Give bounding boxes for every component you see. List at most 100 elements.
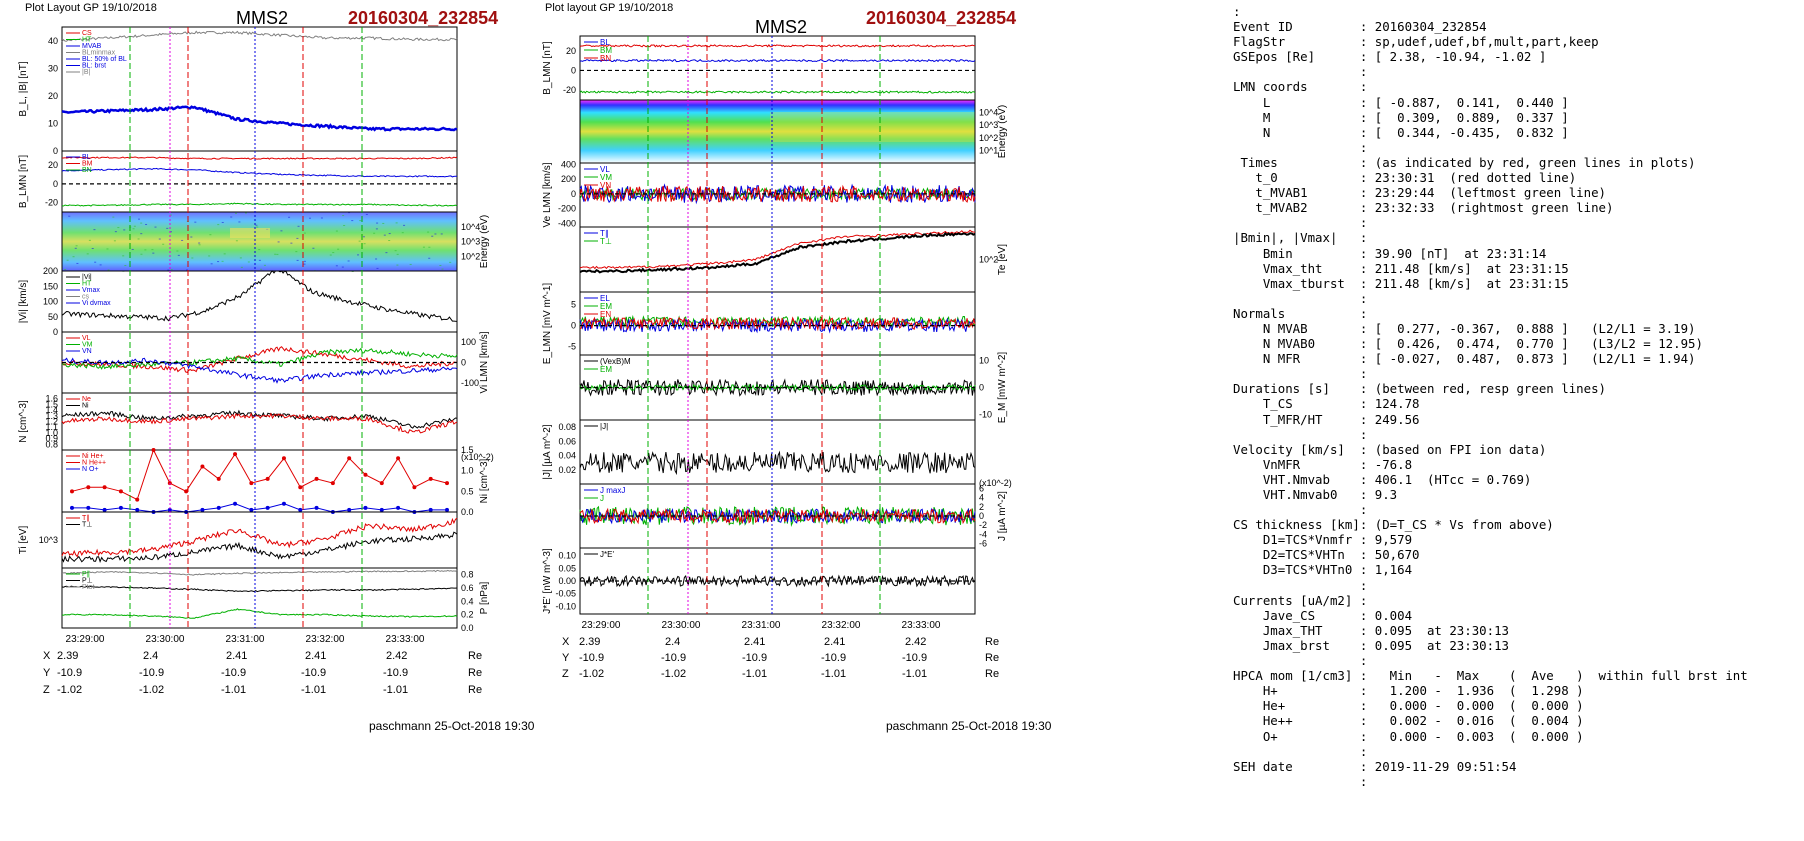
series-line-Ptot [61, 569, 458, 576]
coord-value: -10.9 [579, 652, 605, 664]
spectrogram-speck [376, 222, 379, 224]
spectrogram-speck [403, 224, 406, 226]
info-line: Event ID : 20160304_232854 [1233, 19, 1487, 35]
spectrogram-speck [208, 255, 211, 257]
panel-frame [61, 567, 458, 629]
legend-label: J [600, 494, 604, 503]
spectrogram-speck [137, 238, 140, 240]
spectrogram-speck [296, 237, 299, 239]
spectrogram-speck [122, 255, 125, 257]
spectrogram-speck [140, 222, 143, 224]
y-tick-label: -10 [979, 410, 992, 420]
legend-label: T⊥ [82, 522, 92, 529]
spectrogram-speck [258, 249, 261, 251]
y-tick-label: 400 [561, 159, 576, 169]
series-line-Ne [61, 412, 458, 434]
coord-label: Y [562, 652, 570, 664]
legend-label: EM [600, 365, 612, 374]
y-tick-label: 150 [43, 281, 58, 291]
y-tick-label: 10^3 [979, 120, 998, 130]
legend-label: BL [600, 38, 610, 47]
info-line: : [1233, 502, 1368, 518]
spectrogram-speck [209, 234, 212, 236]
series-line [579, 184, 976, 203]
right-panel-9 [579, 547, 976, 615]
panel-frame [61, 270, 458, 333]
legend-label: EL [600, 294, 610, 303]
left-x-row: X 2.39 2.4 2.41 2.41 2.42 Re [43, 650, 482, 662]
spectrogram-speck [169, 214, 172, 216]
legend-label: BL: brst [82, 63, 106, 70]
spectrogram-speck [191, 257, 194, 259]
info-line: t_MVAB2 : 23:32:33 (rightmost green line… [1233, 200, 1614, 216]
y-axis-label: Energy (eV) [997, 105, 1008, 158]
spectrogram-speck [198, 244, 201, 246]
coord-value: -1.01 [821, 668, 847, 680]
info-line: N MVAB0 : [ 0.426, 0.474, 0.770 ] (L3/L2… [1233, 336, 1703, 352]
left-panel-1 [61, 26, 458, 152]
coord-unit: Re [985, 652, 1000, 664]
coord-label: Z [43, 684, 50, 696]
spectrogram-speck [388, 233, 391, 235]
spectrogram-speck [210, 263, 213, 265]
spectrogram-speck [428, 257, 431, 259]
coord-label: X [562, 636, 570, 648]
info-line: : [1233, 366, 1368, 382]
spectrogram-speck [409, 263, 412, 265]
y-tick-label: 10^2 [979, 255, 998, 265]
y-tick-label: 30 [48, 63, 58, 73]
spectrogram-speck [260, 268, 263, 270]
legend-label: HT [82, 37, 92, 44]
spectrogram-speck [341, 266, 344, 268]
spectrogram-speck [348, 212, 351, 214]
legend-label: BLminmax [82, 50, 116, 57]
info-line: VnMFR : -76.8 [1233, 456, 1413, 472]
legend-label: P∥ [82, 570, 90, 578]
coord-value: -1.01 [221, 684, 247, 696]
coord-value: 2.41 [744, 636, 766, 648]
left-panel-4 [61, 270, 458, 333]
legend-label: BM [82, 161, 93, 168]
spectrogram-speck [449, 261, 452, 263]
spectrogram-speck [239, 257, 242, 259]
spectrogram-speck [66, 259, 69, 261]
info-line: GSEpos [Re] : [ 2.38, -10.94, -1.02 ] [1233, 49, 1547, 65]
legend-label: EM [600, 302, 612, 311]
spectrogram-speck [295, 251, 298, 253]
spectrogram-speck [441, 268, 444, 270]
right-panel-4 [579, 226, 976, 293]
spectrogram-speck [169, 231, 172, 233]
x-tick-label: 23:33:00 [902, 620, 941, 631]
y-axis-label: B_L, |B| [nT] [18, 61, 29, 116]
y-tick-label: -0.05 [555, 589, 576, 599]
info-line: VHT.Nmvab : 406.1 (HTcc = 0.769) [1233, 471, 1532, 487]
y-axis-label: J [µA m^-2] [997, 491, 1008, 541]
info-line: : [1233, 139, 1368, 155]
left-panel-7 [61, 448, 458, 514]
y-tick-label: 40 [48, 36, 58, 46]
spectrogram-speck [221, 260, 224, 262]
spectrogram-speck [88, 239, 91, 241]
y-tick-label: 1.4 [45, 405, 58, 415]
info-line: : [1233, 577, 1368, 593]
y-tick-label: -6 [979, 538, 987, 548]
spectrogram-speck [255, 224, 258, 226]
legend-label: BL: 50% of BL [82, 56, 127, 63]
y-axis-label: E_M [mW m^-2] [997, 352, 1008, 424]
y-unit-label: (x10^-2) [979, 478, 1012, 488]
spectrogram-speck [343, 225, 346, 227]
spectrogram-speck [335, 230, 338, 232]
legend-label: T∥ [600, 229, 609, 238]
legend-label: VM [82, 342, 93, 349]
spectrogram-speck [86, 253, 89, 255]
spectrogram-speck [145, 223, 148, 225]
spectrogram-speck [280, 230, 283, 232]
y-axis-label: Ti [eV] [18, 526, 29, 555]
right-footer: paschmann 25-Oct-2018 19:30 [886, 719, 1052, 733]
spectrogram-speck [167, 269, 170, 271]
spectrogram-speck [303, 260, 306, 262]
x-tick-label: 23:29:00 [66, 634, 105, 645]
series-line [579, 58, 976, 63]
y-tick-label: 0.02 [558, 465, 576, 475]
left-event-title: 20160304_232854 [348, 8, 499, 28]
